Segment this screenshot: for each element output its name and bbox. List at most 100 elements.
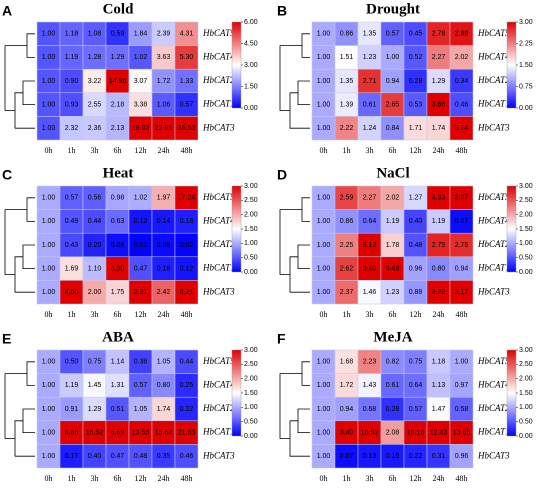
dendrogram xyxy=(279,33,310,129)
cell-label: 0.98 xyxy=(111,195,125,202)
cell-label: 2.25 xyxy=(340,242,354,249)
cell-label: 3.22 xyxy=(88,78,102,85)
colorbar xyxy=(231,185,242,273)
cell-label: 1.19 xyxy=(65,54,79,61)
cell-label: 0.18 xyxy=(180,218,194,225)
colorbar-tick-label: 3.00 xyxy=(519,183,533,190)
cell-label: 1.68 xyxy=(340,359,354,366)
row-label: HbCAT5 xyxy=(202,356,235,366)
row-label: HbCAT5 xyxy=(477,356,510,366)
heat-cell xyxy=(174,116,199,141)
cell-label: 3.07 xyxy=(134,78,148,85)
cell-label: 22.85 xyxy=(155,125,173,132)
cell-label: 1.18 xyxy=(65,31,79,38)
panel-letter: F xyxy=(277,331,286,347)
cell-label: 5.30 xyxy=(180,54,194,61)
column-label: 1h xyxy=(343,310,351,319)
cell-label: 2.78 xyxy=(432,31,446,38)
cell-label: 1.00 xyxy=(317,242,331,249)
cell-label: 1.29 xyxy=(432,78,446,85)
panel-title: Heat xyxy=(103,165,134,181)
colorbar-tick-label: 0.75 xyxy=(519,83,533,90)
cell-label: 0.57 xyxy=(409,406,423,413)
cell-label: 2.22 xyxy=(340,125,354,132)
cell-label: 2.42 xyxy=(157,289,171,296)
colorbar-tick-label: 2.50 xyxy=(244,197,258,204)
cell-label: 2.23 xyxy=(363,359,377,366)
cell-label: 1.00 xyxy=(386,54,400,61)
column-label: 6h xyxy=(389,146,397,155)
row-label: HbCAT3 xyxy=(477,450,510,460)
dendrogram-branch xyxy=(4,45,27,111)
dendrogram-branch xyxy=(301,361,310,386)
cell-label: 2.00 xyxy=(88,289,102,296)
colorbar-tick-label: 1.50 xyxy=(244,390,258,397)
cell-label: 1.00 xyxy=(455,359,469,366)
cell-label: 2.02 xyxy=(455,54,469,61)
dendrogram-branch xyxy=(297,80,310,105)
cell-label: 3.07 xyxy=(455,195,469,202)
colorbar-tick-label: 2.00 xyxy=(244,212,258,219)
dendrogram xyxy=(279,197,310,293)
cell-label: 0.22 xyxy=(409,453,423,460)
cell-label: 0.59 xyxy=(111,31,125,38)
cell-label: 2.71 xyxy=(363,78,377,85)
column-label: 48h xyxy=(181,146,193,155)
cell-label: 2.37 xyxy=(340,289,354,296)
column-label: 3h xyxy=(91,310,99,319)
cell-label: 3.68 xyxy=(363,265,377,272)
cell-label: 0.64 xyxy=(363,218,377,225)
cell-label: 3.12 xyxy=(363,242,377,249)
dendrogram-branch xyxy=(297,408,310,433)
column-label: 12h xyxy=(135,310,147,319)
cell-label: 3.74 xyxy=(455,125,469,132)
panel-title: NaCl xyxy=(376,165,409,181)
column-label: 0h xyxy=(320,474,328,483)
dendrogram-branch xyxy=(301,197,310,222)
cell-label: 1.00 xyxy=(317,265,331,272)
cell-label: 1.27 xyxy=(409,195,423,202)
cell-label: 1.00 xyxy=(317,31,331,38)
colorbar-tick-label: 4.50 xyxy=(244,40,258,47)
row-label: HbCAT3 xyxy=(202,286,235,296)
dendrogram-branch xyxy=(297,244,310,269)
cell-label: 1.43 xyxy=(363,382,377,389)
colorbar-tick-label: 6.00 xyxy=(244,19,258,26)
cell-label: 4.33 xyxy=(432,195,446,202)
colorbar-tick-label: 0.00 xyxy=(244,269,258,276)
cell-label: 0.34 xyxy=(455,78,469,85)
row-label: HbCAT3 xyxy=(202,122,235,132)
cell-label: 0.14 xyxy=(157,218,171,225)
colorbar-tick-label: 3.00 xyxy=(244,183,258,190)
colorbar-tick-label: 2.00 xyxy=(244,376,258,383)
cell-label: 2.59 xyxy=(340,195,354,202)
cell-label: 0.44 xyxy=(180,359,194,366)
cell-label: 1.10 xyxy=(88,265,102,272)
column-label: 6h xyxy=(114,310,122,319)
row-label: HbCAT2 xyxy=(202,403,235,413)
colorbar-tick-label: 0.50 xyxy=(244,255,258,262)
dendrogram-branch xyxy=(301,33,310,58)
cell-label: 1.00 xyxy=(317,289,331,296)
colorbar-tick-label: 2.50 xyxy=(244,361,258,368)
cell-label: 0.50 xyxy=(65,359,79,366)
cell-label: 1.00 xyxy=(42,289,56,296)
colorbar xyxy=(506,185,517,273)
panel: A Cold 1.00 1.18 1.08 0.59 1.84 2.39 4.31 HbCAT5 1… xyxy=(2,1,258,154)
cell-label: 1.71 xyxy=(409,125,423,132)
cell-label: 2.75 xyxy=(455,242,469,249)
cell-label: 1.74 xyxy=(157,406,171,413)
cell-label: 0.48 xyxy=(409,242,423,249)
panel-letter: A xyxy=(2,3,12,19)
cell-label: 2.62 xyxy=(340,265,354,272)
cell-label: 2.08 xyxy=(386,429,400,436)
cell-label: 0.20 xyxy=(88,242,102,249)
cell-label: 1.29 xyxy=(88,406,102,413)
colorbar-tick-label: 1.50 xyxy=(244,83,258,90)
cell-label: 0.28 xyxy=(409,78,423,85)
colorbar-tick-label: 2.00 xyxy=(519,212,533,219)
cell-label: 1.06 xyxy=(157,101,171,108)
dendrogram-branch xyxy=(26,361,35,386)
panel: C Heat 1.00 0.57 0.56 0.98 1.02 1.97 17.24 HbCAT5… xyxy=(2,165,258,318)
cell-label: 0.86 xyxy=(340,218,354,225)
